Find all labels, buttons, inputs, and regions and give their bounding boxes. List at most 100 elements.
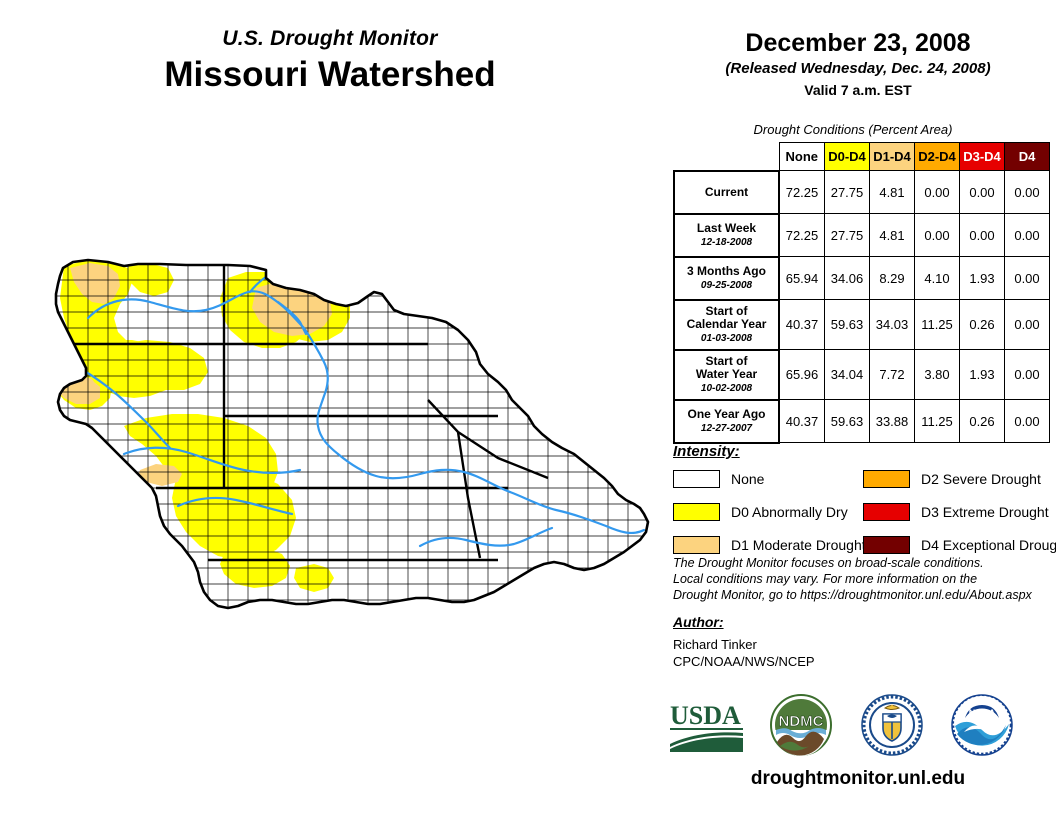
author-heading: Author: — [673, 614, 724, 630]
disclaimer-text: The Drought Monitor focuses on broad-sca… — [673, 555, 1053, 603]
yellowstone-river — [74, 364, 172, 450]
cell-1yr-d3d4: 0.26 — [959, 399, 1005, 443]
d0-area-south-spur — [294, 564, 334, 592]
table-row: Start of Calendar Year 01-03-2008 40.37 5… — [673, 298, 1050, 351]
cell-current-d0d4: 27.75 — [824, 170, 870, 214]
table-row: Last Week 12-18-2008 72.25 27.75 4.81 0.… — [673, 212, 1050, 258]
table-row: Current 72.25 27.75 4.81 0.00 0.00 0.00 — [673, 169, 1050, 215]
kansas-river — [176, 496, 294, 516]
legend-label-d0: D0 Abnormally Dry — [731, 504, 848, 520]
state-line-ia-mo — [427, 399, 549, 480]
state-lines-layer — [56, 260, 549, 562]
cell-wy-d3d4: 1.93 — [959, 349, 1005, 400]
cell-3mo-d1d4: 8.29 — [869, 256, 915, 300]
legend-label-none: None — [731, 471, 765, 487]
swatch-none-icon — [673, 470, 720, 488]
cell-cy-d0d4: 59.63 — [824, 299, 870, 350]
table-row: Start of Water Year 10-02-2008 65.96 34.0… — [673, 348, 1050, 401]
missouri-river-confluence — [508, 490, 646, 535]
usda-seal-icon — [861, 694, 923, 756]
cell-3mo-d3d4: 1.93 — [959, 256, 1005, 300]
cell-3mo-d4: 0.00 — [1004, 256, 1050, 300]
platte-river — [122, 446, 302, 475]
swatch-d3-icon — [863, 503, 910, 521]
disclaimer-line-2: Local conditions may vary. For more info… — [673, 572, 978, 586]
drought-conditions-table: None D0-D4 D1-D4 D2-D4 D3-D4 D4 Current … — [673, 142, 1050, 444]
cell-lastweek-none: 72.25 — [778, 213, 825, 257]
ndmc-logo-icon: NDMC — [770, 694, 832, 756]
cell-lastweek-d4: 0.00 — [1004, 213, 1050, 257]
intensity-legend-title: Intensity: — [673, 443, 740, 460]
row-label-text: Current — [704, 184, 749, 199]
row-label-last-week: Last Week 12-18-2008 — [673, 212, 780, 258]
cell-cy-d1d4: 34.03 — [869, 299, 915, 350]
table-caption: Drought Conditions (Percent Area) — [753, 122, 953, 137]
swatch-d0-icon — [673, 503, 720, 521]
swatch-d2-icon — [863, 470, 910, 488]
cell-current-d2d4: 0.00 — [914, 170, 960, 214]
date-header-block: December 23, 2008 (Released Wednesday, D… — [660, 28, 1056, 100]
table-row: One Year Ago 12-27-2007 40.37 59.63 33.8… — [673, 398, 1050, 444]
cell-lastweek-d0d4: 27.75 — [824, 213, 870, 257]
row-label-text: Start of Calendar Year — [686, 303, 767, 331]
website-url: droughtmonitor.unl.edu — [750, 768, 966, 789]
cell-current-none: 72.25 — [778, 170, 825, 214]
column-header-d2-d4: D2-D4 — [914, 142, 960, 171]
river-tributary-south-east — [418, 526, 554, 548]
row-label-date: 12-18-2008 — [700, 236, 753, 248]
page-title: Missouri Watershed — [164, 55, 496, 94]
d0-area-kansas-nebraska — [172, 470, 296, 560]
d0-area-wyoming-east-band — [120, 340, 208, 390]
cell-current-d1d4: 4.81 — [869, 170, 915, 214]
d1-area-dakotas — [252, 282, 332, 336]
cell-cy-d4: 0.00 — [1004, 299, 1050, 350]
row-label-date: 12-27-2007 — [700, 422, 753, 434]
ndmc-logo: NDMC — [770, 694, 832, 761]
noaa-logo-icon: NOAA — [951, 694, 1013, 756]
cell-current-d4: 0.00 — [1004, 170, 1050, 214]
table-header: None D0-D4 D1-D4 D2-D4 D3-D4 D4 — [674, 142, 1050, 171]
author-block: Richard Tinker CPC/NOAA/NWS/NCEP — [673, 636, 815, 670]
cell-3mo-none: 65.94 — [778, 256, 825, 300]
cell-1yr-d1d4: 33.88 — [869, 399, 915, 443]
legend-label-d3: D3 Extreme Drought — [921, 504, 1049, 520]
d1-area-nw-montana — [70, 263, 120, 304]
swatch-d4-icon — [863, 536, 910, 554]
table-corner-cell — [674, 143, 779, 171]
cell-cy-d2d4: 11.25 — [914, 299, 960, 350]
missouri-river-mid — [302, 326, 340, 456]
valid-time: Valid 7 a.m. EST — [804, 82, 912, 98]
release-date: (Released Wednesday, Dec. 24, 2008) — [725, 60, 991, 77]
column-header-d0-d4: D0-D4 — [824, 142, 870, 171]
column-header-none: None — [778, 142, 825, 171]
missouri-watershed-drought-map — [28, 248, 653, 648]
disclaimer-line-1: The Drought Monitor focuses on broad-sca… — [673, 556, 984, 570]
basin-outline — [54, 258, 650, 610]
legend-label-d1: D1 Moderate Drought — [731, 537, 866, 553]
state-line-mo-east — [456, 431, 482, 559]
legend-item-d4: D4 Exceptional Drought — [863, 533, 1056, 557]
legend-column-right: D2 Severe Drought D3 Extreme Drought D4 … — [863, 467, 1056, 566]
column-header-d1-d4: D1-D4 — [869, 142, 915, 171]
cell-wy-d1d4: 7.72 — [869, 349, 915, 400]
cell-1yr-d4: 0.00 — [1004, 399, 1050, 443]
cell-cy-d3d4: 0.26 — [959, 299, 1005, 350]
usda-logo-icon: USDA — [670, 701, 743, 752]
table-row: 3 Months Ago 09-25-2008 65.94 34.06 8.29… — [673, 255, 1050, 301]
row-label-date: 10-02-2008 — [700, 382, 753, 394]
cell-1yr-d0d4: 59.63 — [824, 399, 870, 443]
cell-lastweek-d3d4: 0.00 — [959, 213, 1005, 257]
row-label-three-months-ago: 3 Months Ago 09-25-2008 — [673, 255, 780, 301]
legend-column-left: None D0 Abnormally Dry D1 Moderate Droug… — [673, 467, 866, 566]
cell-cy-none: 40.37 — [778, 299, 825, 350]
row-label-text: Start of Water Year — [695, 353, 758, 381]
table-header-row: None D0-D4 D1-D4 D2-D4 D3-D4 D4 — [674, 142, 1050, 171]
cell-current-d3d4: 0.00 — [959, 170, 1005, 214]
cell-wy-d0d4: 34.04 — [824, 349, 870, 400]
report-date: December 23, 2008 — [745, 29, 971, 57]
row-label-start-water-year: Start of Water Year 10-02-2008 — [673, 348, 780, 401]
d1-area-nebraska-sliver — [138, 464, 182, 486]
map-title-block: U.S. Drought Monitor Missouri Watershed — [0, 26, 660, 96]
row-label-text: Last Week — [696, 220, 757, 235]
author-affiliation: CPC/NOAA/NWS/NCEP — [673, 654, 815, 669]
